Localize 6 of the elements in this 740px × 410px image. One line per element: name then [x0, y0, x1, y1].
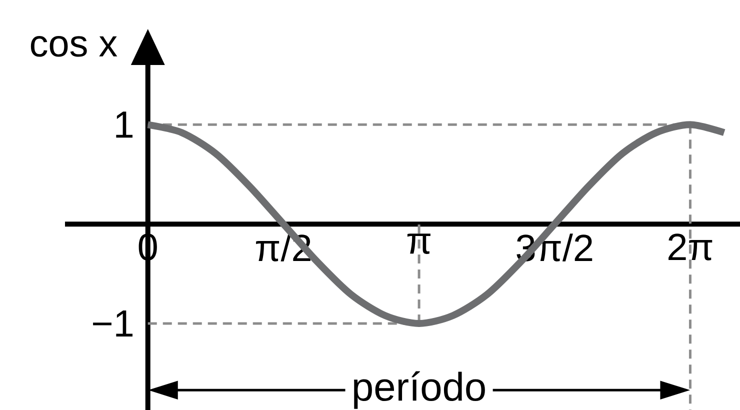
annotation: período [354, 371, 485, 409]
y-tick-label: −1 [93, 310, 132, 337]
x-tick-label: π [407, 234, 430, 254]
y-axis-title: cos x [30, 36, 118, 57]
y-tick-label: 1 [116, 112, 132, 138]
x-tick-label: 2π [668, 234, 712, 260]
